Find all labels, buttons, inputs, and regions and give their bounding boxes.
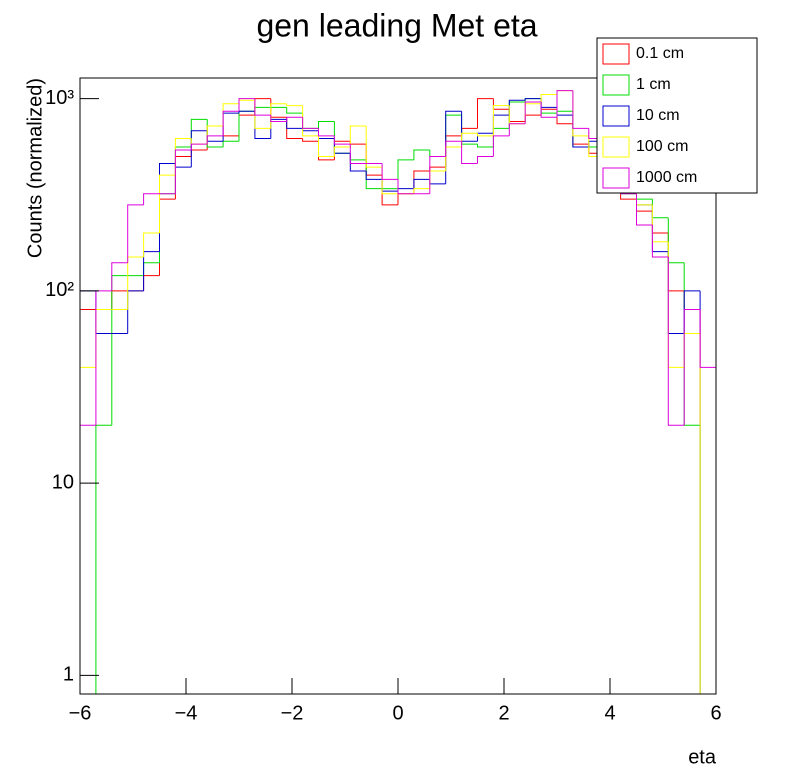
histogram-bin [429, 155, 446, 194]
histogram-bin [318, 121, 335, 129]
legend-swatch [602, 105, 630, 127]
y-tick-label: 10² [45, 279, 74, 301]
histogram-bin [127, 204, 144, 263]
histogram-bin [318, 135, 335, 157]
histogram-bin [286, 107, 303, 114]
histogram-bin [302, 117, 319, 129]
legend-label: 10 cm [636, 107, 680, 124]
y-axis-label: Counts (normalized) [24, 78, 46, 258]
y-tick-label: 10³ [45, 87, 74, 109]
histogram-bin [349, 144, 367, 164]
histogram-bin [477, 98, 494, 129]
histogram-bin [445, 140, 462, 157]
histogram-bin [318, 128, 335, 137]
legend-swatch [602, 167, 630, 189]
legend-label: 1000 cm [636, 169, 697, 186]
histogram-bin [143, 193, 160, 205]
histogram-bin [492, 135, 510, 157]
histogram-bin [492, 105, 510, 136]
histogram-bin [222, 110, 239, 136]
x-tick-label: −4 [175, 702, 198, 724]
histogram-bin [477, 133, 494, 137]
histogram-bin [286, 119, 303, 129]
histogram-bin [651, 225, 669, 258]
legend-label: 1 cm [636, 76, 671, 93]
histogram-bin [254, 98, 271, 116]
histogram-bin [143, 232, 160, 258]
histogram-bin [381, 163, 398, 180]
histogram-bin [302, 105, 319, 137]
histogram-bin [111, 262, 128, 291]
y-tick-label: 1 [63, 664, 74, 686]
histogram-bin [286, 103, 303, 107]
histogram-bin [524, 98, 542, 101]
legend-label: 0.1 cm [636, 45, 684, 62]
legend-swatch [602, 136, 630, 158]
histogram-bin [238, 98, 255, 112]
histogram-bin [333, 135, 351, 145]
legend-swatch [602, 74, 630, 96]
histogram-bin [302, 138, 319, 142]
histogram-bin [174, 149, 192, 194]
histogram-bin [667, 257, 685, 426]
histogram-bin [683, 308, 701, 426]
x-tick-label: 2 [498, 702, 509, 724]
x-tick-label: −2 [281, 702, 304, 724]
histogram-bin [477, 144, 494, 148]
histogram-bin [540, 94, 557, 104]
histogram-bin [477, 155, 494, 164]
histogram-bin [413, 188, 430, 194]
histogram-bin [333, 146, 351, 157]
histogram-bin [190, 143, 208, 151]
histogram-bin [636, 193, 653, 226]
y-tick-label: 10 [52, 471, 74, 493]
x-tick-label: 6 [710, 702, 721, 724]
histogram-bin [508, 123, 526, 136]
x-tick-label: 0 [392, 702, 403, 724]
legend-swatch [602, 43, 630, 65]
legend: 0.1 cm 1 cm 10 cm 100 cm 1000 cm [596, 37, 758, 194]
histogram-bin [206, 135, 224, 145]
histogram-bin [556, 90, 573, 118]
histogram-bin [461, 141, 478, 164]
histogram-bin [540, 102, 557, 118]
histogram-bin [524, 101, 542, 124]
chart-title: gen leading Met eta [256, 7, 537, 43]
histogram-bin [365, 159, 383, 190]
histogram-bin [572, 90, 589, 129]
legend-label: 100 cm [636, 138, 688, 155]
x-axis-label: eta [688, 746, 717, 768]
histogram-bin [365, 126, 383, 168]
x-tick-label: 4 [604, 702, 615, 724]
x-tick-label: −6 [69, 702, 92, 724]
histogram-bin [270, 115, 287, 123]
histogram-bin [365, 171, 383, 180]
histogram-bin [349, 125, 367, 148]
histogram-bin [413, 149, 430, 160]
histogram-bin [190, 130, 208, 168]
histogram-bin [286, 116, 303, 122]
histogram-bin [159, 174, 176, 233]
histogram-bin [397, 179, 414, 195]
histogram-bin [413, 178, 430, 189]
